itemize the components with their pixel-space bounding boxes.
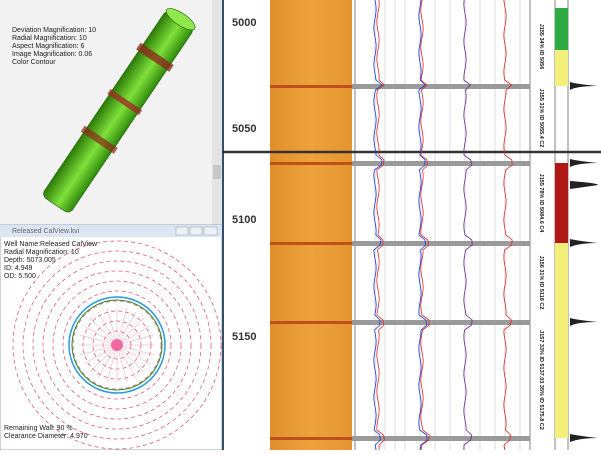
joint-label: J156 31% ID 5118 C2 [538, 256, 544, 310]
image-collar [270, 321, 352, 324]
calview-title: Released CalView.kvi [12, 228, 80, 235]
image-collar [270, 242, 352, 245]
image-track [270, 0, 352, 450]
collar-band [352, 241, 530, 246]
joint-label: J155 31% ID 5055.4 C2 [538, 89, 544, 148]
info-line: ID: 4.949 [4, 265, 33, 272]
info-line: Radial Magnification: 10 [4, 249, 79, 256]
info-line: Color Contour [12, 59, 56, 66]
image-collar [270, 437, 352, 440]
status-yellow [555, 322, 568, 438]
joint-label: J155 34% ID 5056 [538, 24, 544, 70]
minimize-button[interactable] [176, 227, 188, 235]
info-line: OD: 5.500 [4, 273, 36, 280]
maximize-button[interactable] [190, 227, 202, 235]
collar-band [352, 161, 530, 166]
status-green [555, 8, 568, 50]
screen: Deviation Magnification: 10Radial Magnif… [0, 0, 601, 450]
depth-label: 5150 [232, 331, 256, 343]
joint-label: J157 33% ID 5137.03 35% ID 5175.8 C2 [538, 330, 544, 430]
info-line: Depth: 5073.005 [4, 257, 56, 264]
scrollbar[interactable] [212, 0, 222, 225]
info-line: Deviation Magnification: 10 [12, 27, 96, 34]
close-button[interactable] [204, 227, 217, 235]
status-yellow [555, 50, 568, 86]
status-red [555, 163, 568, 243]
info-line: Image Magnification: 0.06 [12, 51, 92, 58]
info-line: Radial Magnification: 10 [12, 35, 87, 42]
info-line: Aspect Magnification: 6 [12, 43, 84, 50]
info-line: Clearance Diameter: 4.970 [4, 433, 88, 440]
info-line: Remaining Wall: 90 % [4, 425, 73, 432]
collar-band [352, 84, 530, 89]
depth-label: 5100 [232, 214, 256, 226]
collar-band [352, 436, 530, 441]
image-collar [270, 162, 352, 165]
joint-label: J155 78% ID 5084.6 C4 [538, 174, 544, 234]
depth-label: 5000 [232, 17, 256, 29]
depth-label: 5050 [232, 123, 256, 135]
status-yellow [555, 243, 568, 322]
info-line: Well Name:Released CalView [4, 241, 98, 248]
collar-band [352, 320, 530, 325]
center-marker [111, 339, 123, 351]
image-collar [270, 85, 352, 88]
scroll-thumb[interactable] [213, 165, 221, 179]
